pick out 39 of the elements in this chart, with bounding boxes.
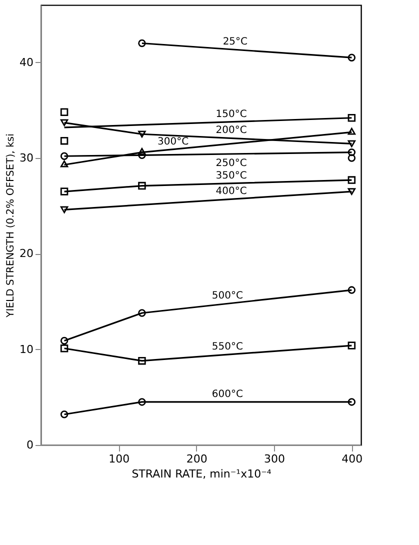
point <box>348 176 356 184</box>
y-tick-label: 20 <box>20 247 34 260</box>
x-axis-title: STRAIN RATE, min⁻¹x10⁻⁴ <box>132 468 272 480</box>
point <box>60 108 68 116</box>
x-tick-label: 400 <box>342 452 363 466</box>
point <box>348 114 356 122</box>
y-tick-label: 30 <box>20 152 34 165</box>
point <box>60 119 68 126</box>
point <box>138 309 146 317</box>
series-label: 250°C <box>216 158 247 169</box>
series-label: 150°C <box>216 108 247 120</box>
point <box>348 154 356 162</box>
point <box>138 398 146 406</box>
point <box>348 342 356 350</box>
y-tick-label: 40 <box>20 56 34 69</box>
point <box>60 136 68 145</box>
y-tick-label: 0 <box>26 438 34 452</box>
point <box>60 344 68 352</box>
x-tick-label: 100 <box>108 452 130 466</box>
series-label: 550°C <box>212 342 243 353</box>
series-label: 200°C <box>216 125 247 136</box>
point <box>348 140 356 148</box>
point <box>60 160 68 168</box>
point <box>138 148 146 155</box>
y-tick-label: 10 <box>20 342 34 356</box>
x-tick-label: 300 <box>264 452 286 466</box>
series-label: 350°C <box>216 170 247 182</box>
series-label: 25°C <box>222 36 248 48</box>
series-label: 400°C <box>216 186 247 198</box>
point <box>138 130 146 138</box>
point <box>138 356 146 365</box>
series-label: 600°C <box>212 388 243 400</box>
point <box>138 182 146 190</box>
y-axis-title: YIELD STRENGTH (0.2% OFFSET), ksi <box>6 134 17 318</box>
point <box>60 188 68 196</box>
point <box>348 128 356 135</box>
x-tick-label: 200 <box>186 452 208 466</box>
series-label: 500°C <box>212 290 243 302</box>
series-label: 300°C <box>158 136 189 148</box>
